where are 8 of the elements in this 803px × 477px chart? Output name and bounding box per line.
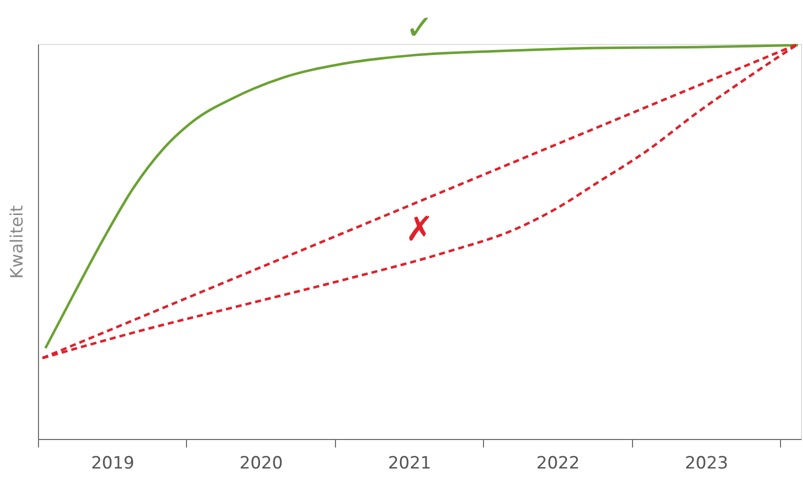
annotation: ✓ [405, 8, 434, 48]
annotation: ✗ [405, 209, 434, 250]
y-axis-title: Kwaliteit [8, 204, 28, 279]
x-tick-label: 2021 [388, 454, 432, 474]
x-tick-label: 2019 [91, 454, 134, 474]
x-tick-label: 2023 [684, 454, 728, 474]
x-tick-label: 2022 [536, 454, 580, 474]
x-tick-label: 2020 [240, 454, 283, 474]
